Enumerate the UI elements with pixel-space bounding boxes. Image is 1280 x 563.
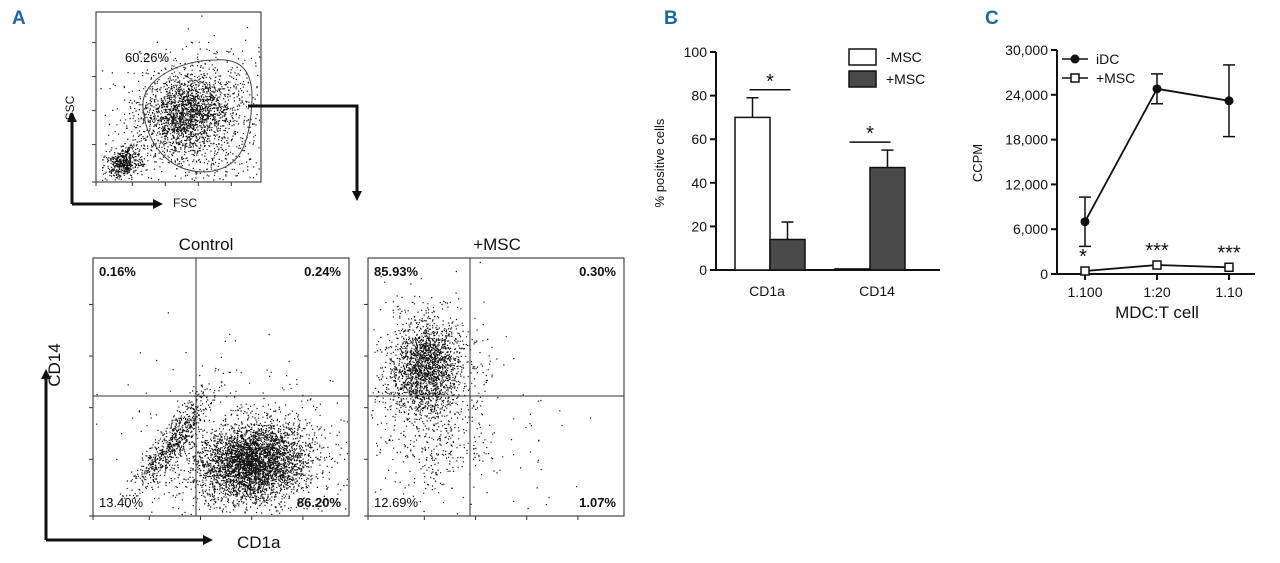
dot-cloud <box>172 402 339 515</box>
c-sig-stars: *** <box>1145 240 1169 262</box>
c-x-tick-label-1-10: 1.10 <box>1215 284 1242 300</box>
c-y-tick-label: 12,000 <box>1005 176 1048 192</box>
dot-cloud <box>134 369 349 516</box>
gate-flow-arrow <box>248 104 362 201</box>
control-ur-percent: 0.24% <box>304 264 341 279</box>
c-y-tick-label: 18,000 <box>1005 132 1048 148</box>
b-bar-msc-cd1a <box>734 116 771 271</box>
fsc-ssc-ticks <box>92 42 232 186</box>
dot-cloud <box>119 369 222 509</box>
c-point-msc <box>1152 260 1162 270</box>
msc-plot-frame <box>367 257 625 517</box>
b-y-axis-label: % positive cells <box>652 118 667 207</box>
b-bar-msc-cd14 <box>869 166 906 271</box>
control-ticks <box>89 303 304 520</box>
panel-a-letter: A <box>12 8 26 29</box>
dot-cloud <box>102 135 154 181</box>
panel-b-letter: B <box>664 8 678 29</box>
c-sig-stars: *** <box>1217 242 1241 264</box>
c-point-idc <box>1080 217 1090 227</box>
msc-title: +MSC <box>473 235 521 254</box>
b-legend-swatch-minus-msc <box>848 48 877 66</box>
c-y-tick-label: 0 <box>1040 266 1048 282</box>
b-sig-star: * <box>866 123 874 145</box>
b-bar-msc-cd1a <box>769 238 806 271</box>
control-plot-frame <box>92 257 350 517</box>
c-y-ticks: 0 6,000 12,000 18,000 24,000 30,000 <box>1005 42 1057 282</box>
c-point-idc <box>1224 96 1234 106</box>
c-legend-label-idc: iDC <box>1096 51 1119 67</box>
b-y-ticks: 0 20 40 60 80 100 <box>684 44 716 278</box>
dot-cloud <box>372 261 507 486</box>
control-lr-percent: 86.20% <box>297 495 342 510</box>
b-y-tick-label: 80 <box>691 88 707 104</box>
b-y-tick-label: 100 <box>684 44 708 60</box>
control-title: Control <box>179 235 234 254</box>
fsc-axis-label: FSC <box>173 196 197 210</box>
msc-lr-percent: 1.07% <box>579 495 616 510</box>
c-y-axis-label: CCPM <box>970 144 985 182</box>
c-legend-marker-msc <box>1070 73 1080 83</box>
msc-ticks <box>364 303 579 520</box>
fsc-ssc-plot-frame <box>95 11 262 183</box>
dot-cloud <box>380 358 592 515</box>
c-x-tick-label-1-20: 1:20 <box>1143 284 1170 300</box>
c-y-tick-label: 24,000 <box>1005 87 1048 103</box>
control-dots <box>96 312 349 516</box>
c-legend-marker-idc <box>1070 54 1080 64</box>
control-ul-percent: 0.16% <box>99 264 136 279</box>
c-line-idc <box>1084 87 1230 223</box>
dot-cloud <box>102 48 260 181</box>
b-significance: ** <box>749 71 891 145</box>
c-point-msc <box>1224 262 1234 273</box>
b-category-cd14: CD14 <box>859 283 895 299</box>
c-x-tick-label-1-100: 1.100 <box>1067 284 1102 300</box>
b-legend-swatch-plus-msc <box>848 70 877 88</box>
msc-dots <box>371 261 592 515</box>
c-legend-label-msc: +MSC <box>1096 70 1135 86</box>
ssc-axis-label: SSC <box>63 95 77 120</box>
cd14-axis-label: CD14 <box>45 343 64 386</box>
b-legend-label-plus-msc: +MSC <box>886 71 925 87</box>
gate-percent-label: 60.26% <box>125 50 170 65</box>
fsc-ssc-dots <box>100 15 261 181</box>
b-bar-msc-cd14 <box>834 268 871 271</box>
panel-c-letter: C <box>985 8 999 29</box>
b-y-tick-label: 60 <box>691 131 707 147</box>
b-legend-label-minus-msc: -MSC <box>886 49 922 65</box>
msc-ll-percent: 12.69% <box>374 495 419 510</box>
panel-a: A 60.26% SSC FSC Control 0.16% 0.24% 13.… <box>12 8 625 552</box>
b-y-tick-label: 20 <box>691 218 707 234</box>
b-y-tick-label: 40 <box>691 175 707 191</box>
dot-cloud <box>116 45 251 179</box>
b-sig-star: * <box>766 71 774 93</box>
c-x-axis-label: MDC:T cell <box>1115 303 1199 322</box>
gate-outline <box>142 59 253 173</box>
c-sig-stars: * <box>1079 246 1087 268</box>
dot-cloud <box>371 355 494 512</box>
b-category-cd1a: CD1a <box>749 283 785 299</box>
c-point-idc <box>1152 84 1162 94</box>
cd1a-axis-label: CD1a <box>237 533 281 552</box>
b-y-tick-label: 0 <box>699 262 707 278</box>
c-y-tick-label: 30,000 <box>1005 42 1048 58</box>
c-series <box>1079 64 1235 276</box>
c-point-msc <box>1080 266 1090 276</box>
msc-ur-percent: 0.30% <box>579 264 616 279</box>
msc-ul-percent: 85.93% <box>374 264 419 279</box>
b-bars <box>734 97 906 271</box>
c-significance: * *** *** <box>1079 240 1241 268</box>
control-ll-percent: 13.40% <box>99 495 144 510</box>
c-y-tick-label: 6,000 <box>1013 221 1048 237</box>
